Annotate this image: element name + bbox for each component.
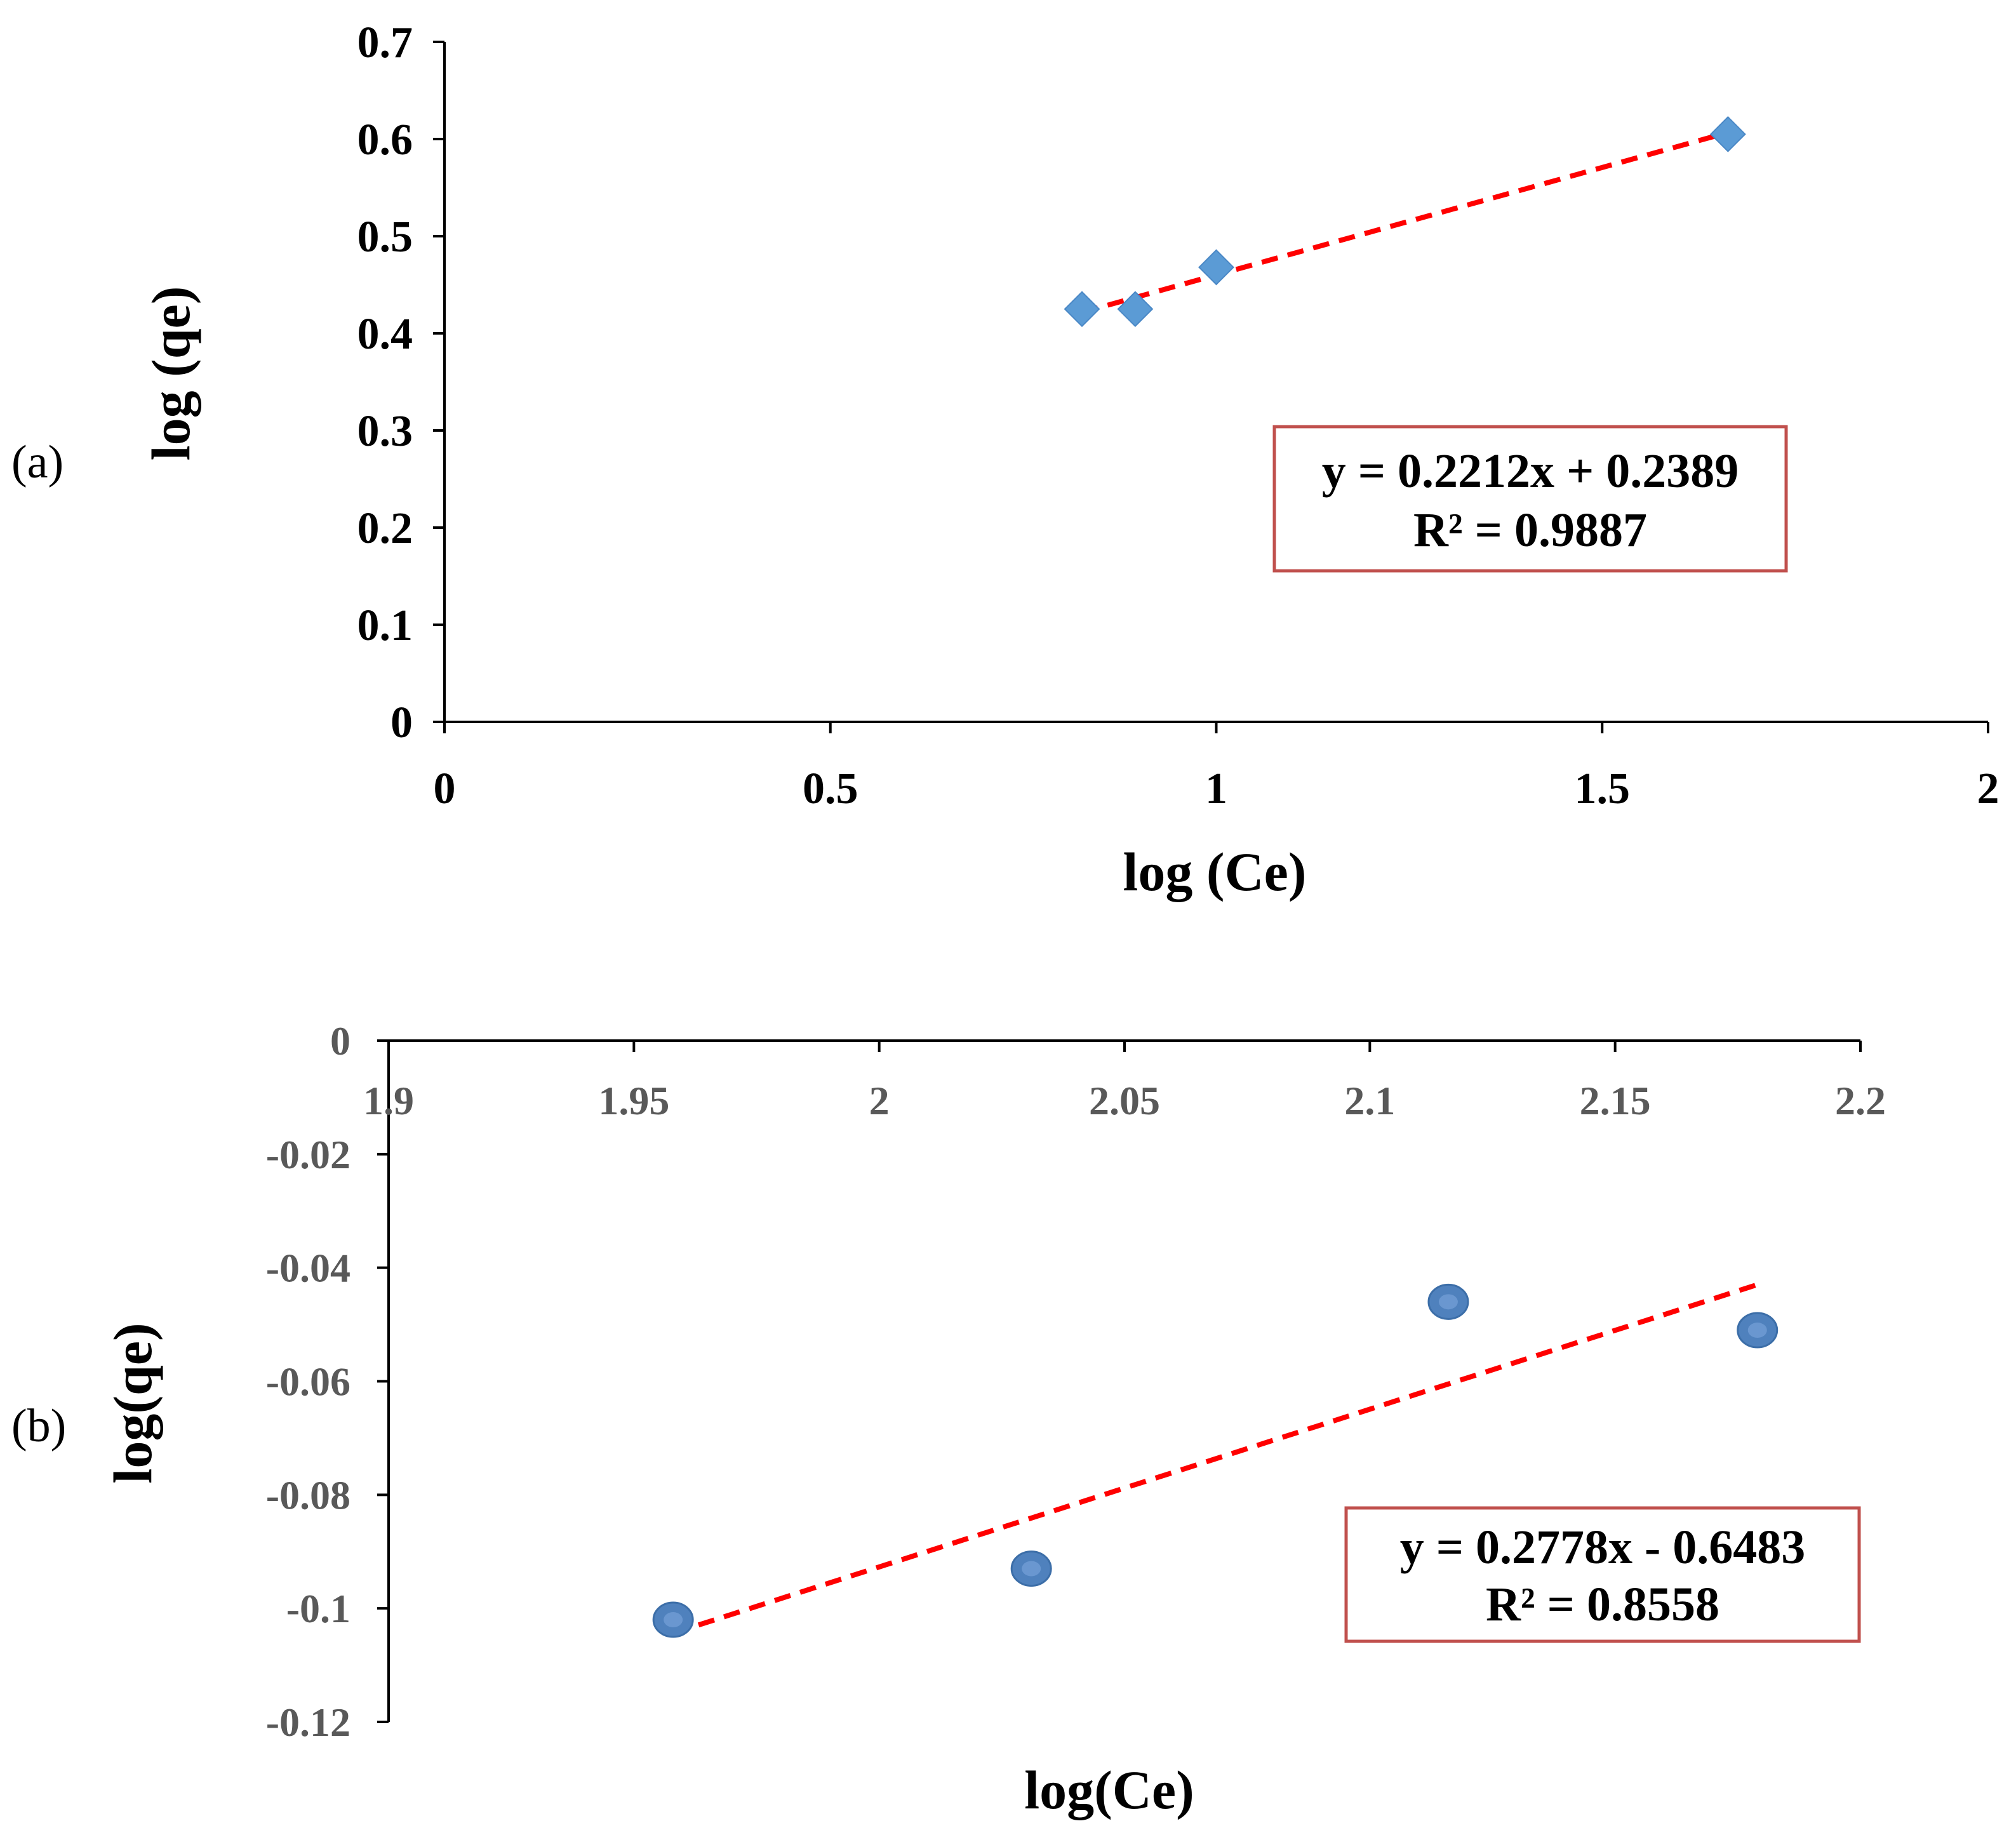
panel-b-data-point — [652, 1601, 694, 1638]
panel-b-x-label: log(Ce) — [1024, 1759, 1194, 1820]
panel-b-y-tick-label: -0.04 — [266, 1246, 350, 1291]
panel-a-y-axis-title: log (qe) — [140, 286, 201, 461]
panel-b: (b) log(qe) log(Ce) 0 -0.02 -0.04 -0.06 -0.0… — [11, 1018, 1886, 1820]
panel-b-x-tick-label: 1.95 — [598, 1078, 669, 1123]
panel-b-label: (b) — [11, 1400, 66, 1452]
panel-b-y-tick-label: -0.12 — [266, 1700, 350, 1745]
panel-a-y-tick-label: 0.6 — [357, 116, 413, 164]
panel-b-data-point — [1010, 1550, 1052, 1587]
panel-b-x-tick-label: 2.15 — [1580, 1078, 1651, 1123]
panel-b-x-tick-label: 2.1 — [1344, 1078, 1395, 1123]
panel-b-y-tick-label: 0 — [330, 1018, 350, 1064]
panel-a-data-point — [1117, 291, 1154, 328]
panel-a-x-tick-label: 0.5 — [803, 764, 858, 813]
panel-a-y-tick-label: 0.1 — [357, 601, 413, 650]
panel-a-y-tick-label: 0.5 — [357, 213, 413, 262]
panel-a-x-tick-label: 1 — [1205, 764, 1227, 813]
panel-b-y-tick-label: -0.06 — [266, 1359, 350, 1404]
panel-a-data-point — [1709, 116, 1746, 152]
panel-b-y-axis-title: log(qe) — [102, 1323, 163, 1483]
panel-b-x-tick-label: 1.9 — [363, 1078, 414, 1123]
panel-a-y-tick-label: 0 — [391, 698, 413, 747]
panel-a-y-tick-label: 0.3 — [357, 407, 413, 456]
panel-b-equation-box: y = 0.2778x - 0.6483 R² = 0.8558 — [1344, 1506, 1861, 1643]
panel-b-data-point — [1737, 1312, 1779, 1349]
panel-a-data-point — [1064, 291, 1100, 328]
panel-a-x-tick-label: 1.5 — [1575, 764, 1631, 813]
panel-b-x-tick-label: 2.2 — [1835, 1078, 1886, 1123]
panel-a-label: (a) — [11, 436, 63, 488]
panel-a: (a) log (qe) log (Ce) 0 0.1 0.2 0.3 0.4 0.5 0.… — [11, 18, 1999, 902]
panel-a-y-tick-label: 0.4 — [357, 310, 413, 359]
panel-b-equation: y = 0.2778x - 0.6483 — [1400, 1521, 1806, 1574]
panel-a-data-point — [1198, 249, 1234, 286]
panel-a-x-label: log (Ce) — [1123, 841, 1307, 902]
panel-b-y-label: log(qe) — [102, 1323, 163, 1483]
panel-b-y-tick-label: -0.1 — [286, 1586, 350, 1631]
panel-a-trendline — [1081, 130, 1729, 315]
panel-b-x-tick-label: 2.05 — [1089, 1078, 1160, 1123]
panel-b-trendline — [672, 1282, 1758, 1636]
panel-a-y-tick-label: 0.7 — [357, 18, 413, 67]
panel-a-y-tick-label: 0.2 — [357, 504, 413, 553]
panel-b-data-point — [1427, 1283, 1469, 1320]
panel-b-r-squared: R² = 0.8558 — [1486, 1578, 1719, 1631]
panel-a-equation: y = 0.2212x + 0.2389 — [1322, 444, 1739, 498]
panel-a-equation-box: y = 0.2212x + 0.2389 R² = 0.9887 — [1272, 425, 1788, 573]
panel-b-x-tick-label: 2 — [869, 1078, 890, 1123]
panel-a-x-tick-label: 2 — [1977, 764, 1999, 813]
panel-a-y-label: log (qe) — [140, 286, 201, 461]
panel-b-y-tick-label: -0.02 — [266, 1132, 350, 1177]
panel-a-r-squared: R² = 0.9887 — [1413, 503, 1647, 557]
panel-b-y-tick-label: -0.08 — [266, 1472, 350, 1517]
panel-a-x-tick-label: 0 — [434, 764, 456, 813]
